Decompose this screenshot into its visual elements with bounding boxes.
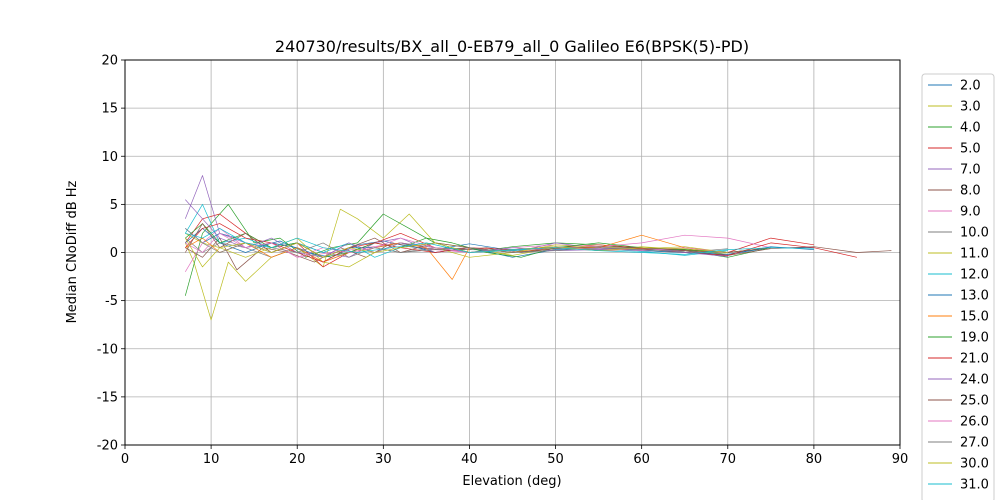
y-tick-label: -10 xyxy=(97,342,118,357)
legend-label: 30.0 xyxy=(960,457,989,472)
series-line-26.0 xyxy=(185,232,728,258)
x-tick-label: 80 xyxy=(806,452,823,467)
legend-label: 9.0 xyxy=(960,205,981,220)
x-tick-label: 50 xyxy=(547,452,564,467)
y-tick-label: -15 xyxy=(97,390,118,405)
legend-box xyxy=(921,73,995,500)
x-axis-label: Elevation (deg) xyxy=(462,474,561,489)
y-tick-label: 0 xyxy=(110,246,118,261)
y-tick-label: 15 xyxy=(101,102,118,117)
series-line-31.0 xyxy=(185,228,814,255)
legend-label: 3.0 xyxy=(960,100,981,115)
legend-label: 13.0 xyxy=(960,289,989,304)
y-tick-label: 10 xyxy=(101,150,118,165)
legend-label: 4.0 xyxy=(960,121,981,136)
x-axis: 0 10 20 30 40 50 60 70 80 90 xyxy=(121,445,908,467)
chart-title: 240730/results/BX_all_0-EB79_all_0 Galil… xyxy=(275,37,749,57)
series-line-30.0 xyxy=(184,237,728,268)
legend-label: 7.0 xyxy=(960,163,981,178)
x-tick-label: 10 xyxy=(203,452,220,467)
series-line-27.0 xyxy=(185,228,685,258)
legend-label: 26.0 xyxy=(960,415,989,430)
series-line-19.0 xyxy=(185,223,771,258)
x-tick-label: 90 xyxy=(892,452,909,467)
x-tick-label: 70 xyxy=(720,452,737,467)
legend-label: 24.0 xyxy=(960,373,989,388)
legend-label: 19.0 xyxy=(960,331,989,346)
legend-label: 12.0 xyxy=(960,268,989,283)
legend-label: 25.0 xyxy=(960,394,989,409)
y-axis-label: Median CNoDiff dB Hz xyxy=(65,180,80,323)
series-line-8.0 xyxy=(185,237,892,271)
y-tick-label: 20 xyxy=(101,54,118,69)
x-tick-label: 30 xyxy=(375,452,392,467)
y-axis: -20 -15 -10 -5 0 5 10 15 20 xyxy=(97,54,125,454)
legend-label: 27.0 xyxy=(960,436,989,451)
x-tick-label: 40 xyxy=(461,452,478,467)
legend-label: 21.0 xyxy=(960,352,989,367)
legend-label: 31.0 xyxy=(960,478,989,493)
x-tick-label: 0 xyxy=(121,452,129,467)
x-tick-label: 60 xyxy=(633,452,650,467)
legend-label: 10.0 xyxy=(960,226,989,241)
series-layer xyxy=(184,175,892,321)
x-tick-label: 20 xyxy=(289,452,306,467)
y-tick-label: -20 xyxy=(97,439,118,454)
legend: 2.0 3.0 4.0 5.0 7.0 8.0 9.0 10.0 11.0 12.0 13.0 15.… xyxy=(921,73,995,500)
y-tick-label: -5 xyxy=(105,294,118,309)
y-tick-label: 5 xyxy=(110,198,118,213)
legend-label: 8.0 xyxy=(960,184,981,199)
legend-label: 5.0 xyxy=(960,142,981,157)
legend-label: 2.0 xyxy=(960,79,981,94)
legend-label: 11.0 xyxy=(960,247,989,262)
legend-label: 15.0 xyxy=(960,310,989,325)
